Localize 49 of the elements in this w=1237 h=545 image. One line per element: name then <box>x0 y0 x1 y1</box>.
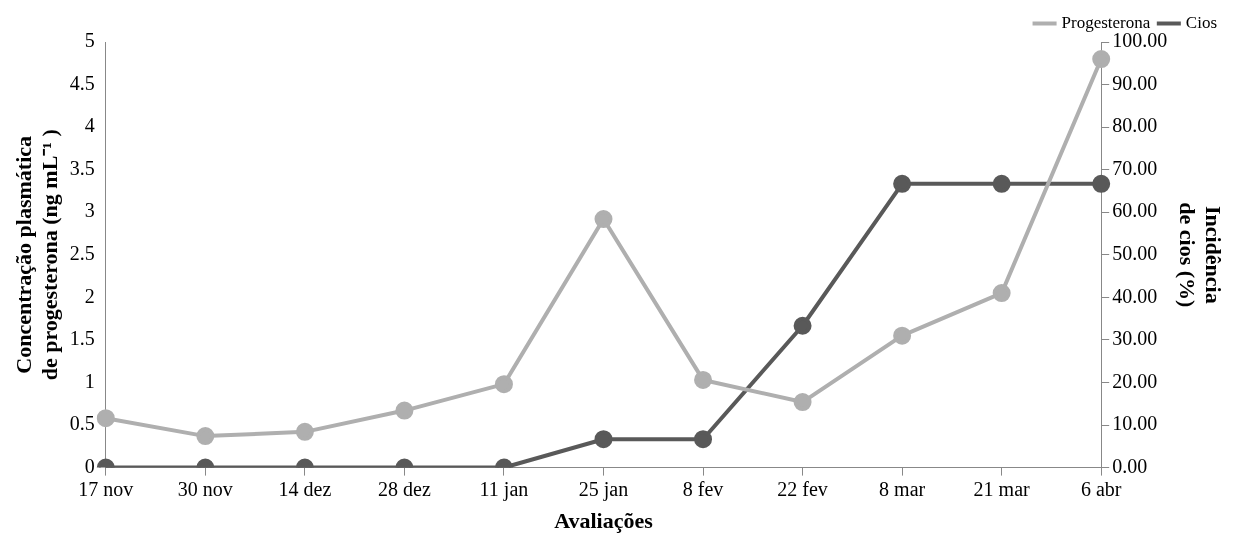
y-tick-label: 5 <box>84 29 95 52</box>
x-tick-label: 8 fev <box>682 477 724 500</box>
x-tick-label: 22 fev <box>777 477 828 500</box>
y-tick-label: 4.5 <box>69 71 95 94</box>
x-tick-label: 6 abr <box>1080 477 1122 500</box>
y-tick-label: 1.5 <box>69 327 95 350</box>
y2-tick-label: 0.00 <box>1112 454 1148 477</box>
y2-tick-label: 30.00 <box>1112 327 1158 350</box>
y2-tick-label: 10.00 <box>1112 412 1158 435</box>
y2-tick-label: 90.00 <box>1112 71 1158 94</box>
y2-tick-label: 50.00 <box>1112 242 1158 265</box>
y-tick-label: 0 <box>84 454 95 477</box>
point <box>395 401 414 420</box>
point <box>793 393 812 412</box>
point <box>295 422 314 441</box>
y2-tick-label: 100.00 <box>1112 29 1168 52</box>
y2-tick-label: 70.00 <box>1112 156 1158 179</box>
y2-tick-label: 60.00 <box>1112 199 1158 222</box>
y-tick-label: 3.5 <box>69 156 95 179</box>
y-tick-label: 3 <box>84 199 95 222</box>
point <box>594 210 613 229</box>
legend-label: Progesterona <box>1061 12 1151 32</box>
x-tick-label: 8 mar <box>879 477 926 500</box>
y-tick-label: 2 <box>84 284 95 307</box>
point <box>494 375 513 394</box>
y-tick-label: 0.5 <box>69 412 95 435</box>
y2-tick-label: 20.00 <box>1112 369 1158 392</box>
y2-tick-label: 40.00 <box>1112 284 1158 307</box>
x-tick-label: 30 nov <box>177 477 233 500</box>
y-axis-title: Concentração plasmática de progesterona (ng mL⁻¹ ) <box>10 129 63 381</box>
point <box>1092 50 1111 69</box>
legend-label: Cios <box>1185 12 1218 32</box>
y-tick-label: 4 <box>84 114 95 137</box>
point <box>992 284 1011 303</box>
y2-axis-title: Incidência de cios (%) <box>1174 202 1227 308</box>
x-tick-label: 11 jan <box>479 477 529 501</box>
y-tick-label: 1 <box>84 369 95 392</box>
x-axis-title: Avaliações <box>554 508 654 534</box>
point <box>96 409 115 428</box>
x-tick-label: 28 dez <box>378 477 431 500</box>
x-tick-label: 21 mar <box>973 477 1031 500</box>
x-tick-label: 25 jan <box>578 477 629 501</box>
point <box>893 326 912 345</box>
point <box>196 427 215 446</box>
y-tick-label: 2.5 <box>69 242 95 265</box>
y2-tick-label: 80.00 <box>1112 114 1158 137</box>
point <box>694 370 713 389</box>
x-tick-label: 14 dez <box>278 477 332 500</box>
x-tick-label: 17 nov <box>78 477 134 500</box>
